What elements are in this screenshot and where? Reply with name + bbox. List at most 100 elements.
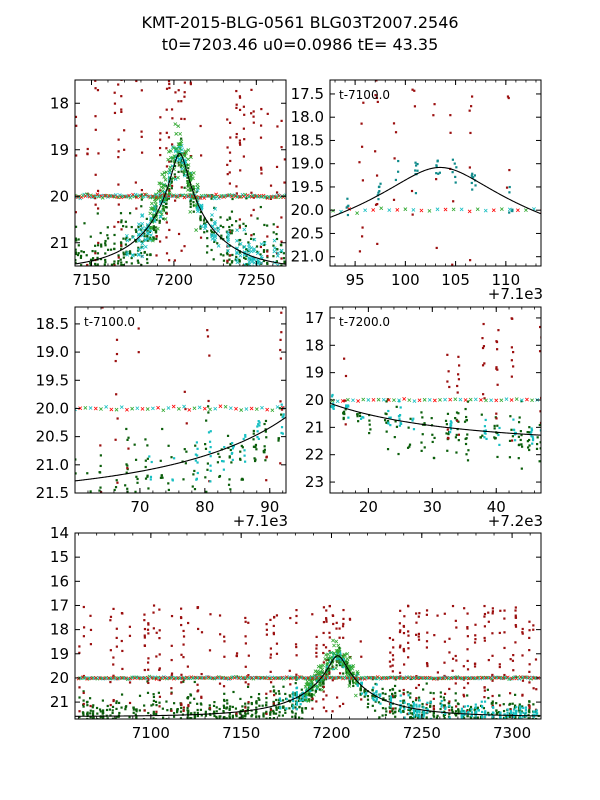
kmtc-point — [225, 251, 229, 255]
kmtc-point — [152, 693, 155, 696]
kmtc-point — [193, 680, 196, 684]
kmtc-point — [226, 702, 229, 705]
kmtc-point — [274, 712, 278, 715]
kmts-point — [75, 115, 78, 119]
kmts-point — [158, 653, 161, 656]
kmtc-point — [495, 721, 497, 723]
kmts-point — [374, 94, 377, 97]
kmtc-point — [158, 221, 161, 224]
kmtc-point — [120, 706, 123, 709]
kmta-point — [412, 704, 415, 708]
kmts-point — [272, 616, 276, 619]
kmtc-point — [104, 252, 107, 255]
kmtc-point — [99, 710, 102, 713]
kmtc-point — [476, 706, 479, 709]
panel-top-left-plot-area — [75, 65, 286, 296]
kmta-point — [203, 223, 208, 228]
kmts-point — [113, 111, 117, 115]
kmta-point — [209, 480, 212, 483]
kmts-point — [322, 698, 325, 701]
kmtc-point — [263, 240, 266, 244]
kmtc-point — [480, 413, 483, 416]
y-tick-label: 19 — [305, 364, 324, 382]
kmts-point — [94, 197, 97, 200]
green-cross-point — [187, 171, 192, 176]
kmts-point — [446, 380, 449, 383]
kmta-point — [497, 433, 500, 437]
kmtc-point — [180, 152, 183, 155]
kmtc-point — [243, 714, 247, 718]
kmtc-point — [113, 233, 116, 237]
x-tick-label: 7100 — [132, 724, 170, 742]
kmta-point — [124, 233, 129, 238]
kmtc-point — [196, 727, 198, 729]
kmtc-point — [155, 214, 158, 217]
kmtc-point — [465, 419, 468, 422]
kmts-point — [398, 646, 402, 649]
kmtc-point — [300, 688, 303, 691]
kmta-point — [437, 172, 440, 175]
kmtc-point — [217, 452, 220, 455]
kmts-point — [168, 65, 170, 67]
green-cross-point — [186, 163, 191, 167]
kmtc-point — [223, 294, 225, 296]
kmts-point — [402, 631, 406, 635]
kmtc-point — [80, 290, 82, 292]
kmts-point — [114, 438, 117, 441]
kmts-point — [280, 408, 284, 411]
kmtc-point — [476, 716, 479, 719]
kmtc-point — [467, 449, 470, 452]
kmta-point — [503, 717, 507, 719]
kmts-point — [259, 124, 263, 127]
kmtc-point — [150, 704, 153, 707]
kmts-point — [82, 635, 85, 638]
binned-point — [244, 407, 249, 411]
kmts-point — [448, 637, 451, 640]
green-cross-point — [194, 228, 199, 232]
kmta-point — [416, 162, 419, 166]
kmts-point — [97, 241, 100, 245]
kmts-point — [425, 662, 429, 665]
kmtc-point — [366, 695, 369, 698]
kmtc-point — [487, 720, 489, 722]
kmts-point — [89, 614, 92, 617]
kmta-point — [411, 419, 414, 422]
kmts-point — [399, 629, 402, 632]
kmts-point — [496, 383, 499, 386]
binned-point — [472, 676, 477, 681]
kmtc-point — [385, 400, 388, 403]
kmts-point — [209, 613, 212, 616]
kmtc-point — [254, 458, 257, 461]
kmtc-point — [86, 704, 89, 707]
kmtc-point — [398, 708, 401, 711]
kmtc-point — [264, 704, 268, 707]
kmta-point — [506, 708, 509, 711]
kmtc-point — [278, 407, 281, 410]
kmtc-point — [498, 694, 501, 697]
kmtc-point — [406, 446, 410, 449]
kmts-point — [228, 121, 232, 124]
kmtc-point — [152, 226, 155, 229]
kmta-point — [484, 710, 487, 713]
kmtc-point — [75, 252, 78, 256]
kmta-point — [235, 238, 239, 243]
kmta-point — [471, 719, 473, 721]
kmtc-point — [517, 421, 521, 424]
kmtc-point — [239, 709, 242, 713]
kmtc-point — [257, 267, 259, 269]
kmtc-point — [487, 734, 489, 736]
kmts-point — [170, 687, 173, 690]
kmtc-point — [266, 262, 269, 266]
kmts-point — [407, 630, 410, 633]
kmta-point — [415, 703, 418, 706]
kmta-point — [463, 710, 466, 713]
kmtc-point — [115, 723, 117, 725]
kmtc-point — [126, 464, 129, 467]
kmtc-point — [200, 714, 203, 717]
kmta-point — [414, 169, 417, 172]
kmts-point — [168, 82, 171, 86]
kmta-point — [399, 711, 403, 714]
green-cross-point — [186, 148, 191, 152]
kmts-point — [167, 136, 171, 139]
kmts-point — [311, 613, 314, 616]
